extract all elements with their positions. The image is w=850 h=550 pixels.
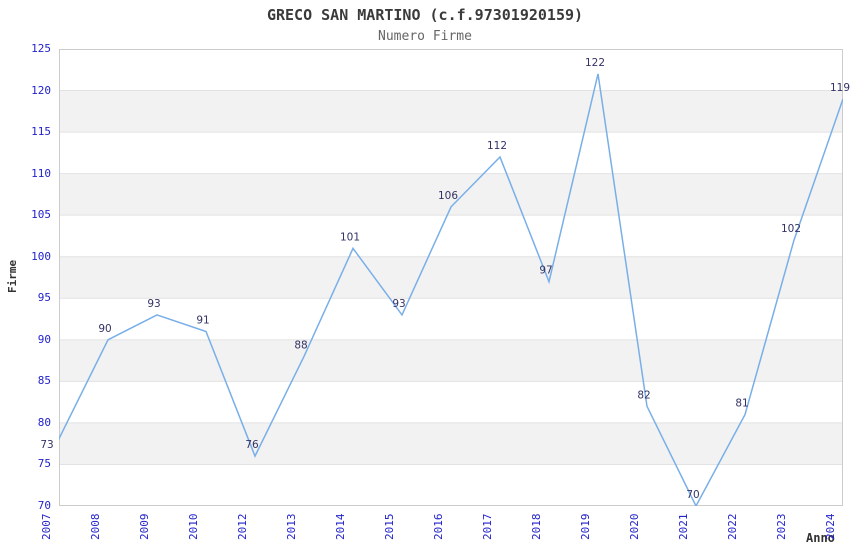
y-tick-label: 105	[31, 208, 51, 221]
x-tick-label: 2015	[383, 513, 396, 541]
data-label: 122	[585, 57, 605, 69]
x-tick-label: 2007	[40, 513, 53, 541]
y-axis-title: Firme	[6, 259, 19, 293]
x-tick-label: 2010	[187, 513, 200, 541]
x-tick-label: 2019	[579, 513, 592, 541]
plot-band	[59, 90, 843, 133]
x-tick-label: 2021	[677, 513, 690, 541]
data-label: 112	[487, 140, 507, 152]
data-label: 70	[686, 489, 699, 501]
data-label: 88	[294, 339, 307, 351]
data-label: 119	[830, 82, 850, 94]
x-tick-label: 2018	[530, 513, 543, 541]
data-label: 82	[637, 389, 650, 401]
data-label: 90	[98, 323, 111, 335]
y-tick-label: 90	[37, 333, 51, 346]
x-tick-label: 2017	[481, 513, 494, 541]
x-tick-label: 2012	[236, 513, 249, 541]
x-tick-label: 2008	[89, 513, 102, 541]
plot-band	[59, 422, 843, 465]
y-tick-label: 110	[31, 167, 51, 180]
series-line	[59, 73, 843, 506]
x-tick-label: 2013	[285, 513, 298, 541]
y-tick-label: 125	[31, 42, 51, 55]
data-label: 97	[539, 265, 552, 277]
chart-subtitle: Numero Firme	[378, 29, 472, 44]
y-tick-label: 80	[37, 416, 51, 429]
x-axis-title: Anno	[806, 531, 835, 545]
data-label: 91	[196, 315, 209, 327]
x-tick-label: 2024	[824, 513, 837, 541]
data-label: 81	[735, 398, 748, 410]
x-tick-label: 2022	[726, 513, 739, 541]
y-tick-label: 75	[37, 457, 51, 470]
x-tick-label: 2020	[628, 513, 641, 541]
x-tick-label: 2023	[775, 513, 788, 541]
data-label: 101	[340, 231, 360, 243]
y-tick-label: 120	[31, 84, 51, 97]
x-tick-label: 2016	[432, 513, 445, 541]
y-tick-label: 100	[31, 250, 51, 263]
data-label: 93	[392, 298, 405, 310]
x-tick-label: 2009	[138, 513, 151, 541]
data-label: 106	[438, 190, 458, 202]
plot-band	[59, 339, 843, 382]
y-tick-label: 95	[37, 291, 51, 304]
data-label: 73	[40, 439, 53, 451]
data-label: 102	[781, 223, 801, 235]
chart-title: GRECO SAN MARTINO (c.f.97301920159)	[266, 6, 584, 24]
y-tick-label: 70	[37, 499, 51, 512]
data-label: 76	[245, 439, 259, 451]
plot-border	[59, 49, 843, 506]
y-tick-label: 115	[31, 125, 51, 138]
y-tick-label: 85	[37, 374, 51, 387]
chart-plot-area: 73 90 93 91 76 88 101 93 106 112 97 122 82 70 81 102 119	[40, 49, 850, 506]
data-label: 93	[147, 298, 160, 310]
x-tick-label: 2014	[334, 513, 347, 541]
plot-band	[59, 256, 843, 299]
